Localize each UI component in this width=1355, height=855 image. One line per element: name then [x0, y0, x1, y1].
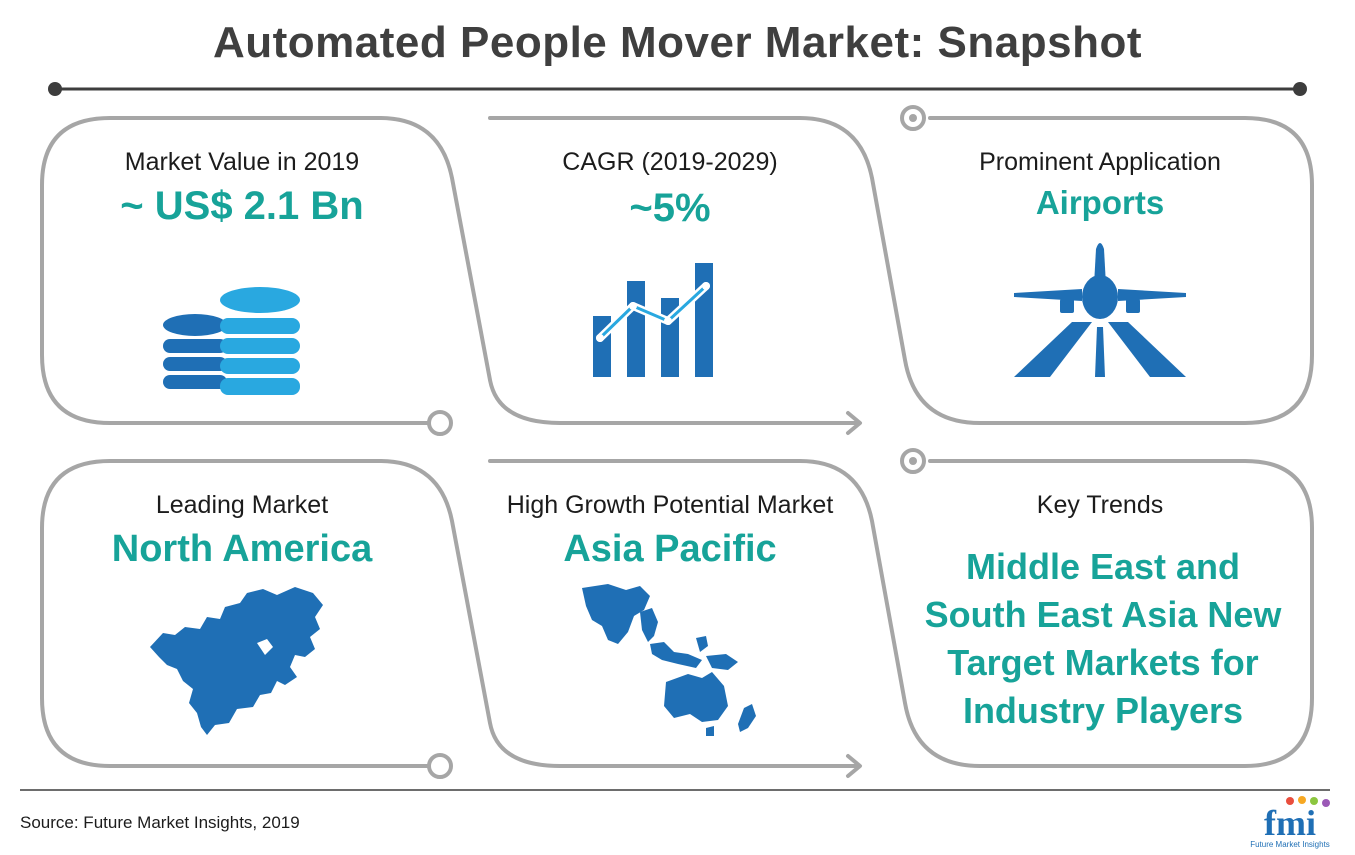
- cagr-label: CAGR (2019-2029): [562, 148, 778, 176]
- leading-market-label: Leading Market: [155, 491, 329, 519]
- key-trends-line: Target Markets for: [947, 642, 1259, 683]
- application-value: Airports: [1035, 184, 1165, 221]
- bar-growth-chart-icon: [593, 263, 713, 377]
- north-america-map-icon: [150, 587, 323, 735]
- growth-market-label: High Growth Potential Market: [506, 491, 834, 519]
- page-title: Automated People Mover Market: Snapshot: [213, 18, 1142, 67]
- coins-stack-icon: [163, 287, 300, 395]
- key-trends-label: Key Trends: [1036, 491, 1164, 519]
- application-label: Prominent Application: [979, 148, 1221, 176]
- cagr-value: ~5%: [629, 186, 711, 230]
- market-value-label: Market Value in 2019: [124, 148, 360, 176]
- airplane-runway-icon: [1014, 243, 1186, 377]
- fmi-logo-text: fmi: [1264, 803, 1316, 843]
- key-trends-text: Middle East and South East Asia New Targ…: [905, 543, 1301, 735]
- key-trends-line: Industry Players: [962, 690, 1244, 731]
- market-value-value: ~ US$ 2.1 Bn: [120, 184, 364, 228]
- growth-market-value: Asia Pacific: [563, 528, 777, 570]
- key-trends-line: Middle East and: [965, 546, 1241, 587]
- source-note: Source: Future Market Insights, 2019: [20, 813, 300, 832]
- fmi-logo: fmi Future Market Insights: [1240, 795, 1340, 850]
- fmi-logo-tagline: Future Market Insights: [1250, 840, 1330, 849]
- fmi-logo-graphic: fmi Future Market Insights: [1250, 796, 1330, 849]
- key-trends-line: South East Asia New: [924, 594, 1282, 635]
- leading-market-value: North America: [111, 528, 373, 570]
- asia-pacific-map-icon: [582, 584, 756, 736]
